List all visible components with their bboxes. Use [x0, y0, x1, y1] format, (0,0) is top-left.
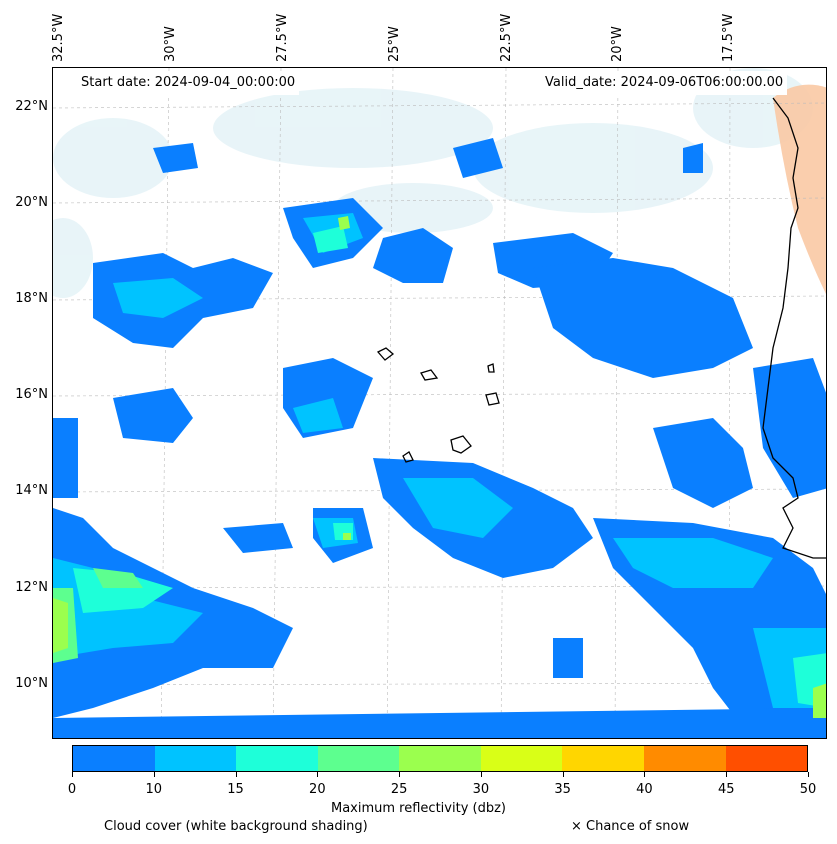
- colorbar-tick-mark: [235, 772, 237, 777]
- reflectivity-20-30: [53, 216, 826, 718]
- lat-label-22n: 22°N: [15, 99, 48, 114]
- lon-label-27.5w: 27.5°W: [275, 13, 290, 62]
- colorbar-tick-label: 20: [309, 782, 326, 797]
- lon-label-32.5w: 32.5°W: [51, 13, 66, 62]
- lat-label-18n: 18°N: [15, 291, 48, 306]
- colorbar-tick-label: 0: [67, 782, 77, 797]
- lon-label-17.5w: 17.5°W: [721, 13, 736, 62]
- colorbar-tick-label: 10: [145, 782, 163, 797]
- colorbar-tick-mark: [72, 772, 73, 777]
- lat-label-20n: 20°N: [15, 195, 48, 210]
- reflectivity-colorbar: [72, 745, 808, 772]
- colorbar-segment: [317, 746, 400, 771]
- lat-label-14n: 14°N: [15, 483, 48, 498]
- colorbar-segment: [643, 746, 726, 771]
- colorbar-title: Maximum reflectivity (dbz): [331, 801, 506, 816]
- colorbar-tick-label: 30: [472, 782, 490, 797]
- lon-label-20w: 20°W: [610, 26, 625, 62]
- colorbar-segment: [562, 746, 644, 771]
- lat-label-12n: 12°N: [15, 580, 48, 595]
- land-warm-shading: [773, 84, 826, 294]
- colorbar-tick-mark: [562, 772, 564, 777]
- colorbar-tick-mark: [726, 772, 728, 777]
- colorbar-tick-mark: [808, 772, 809, 777]
- colorbar-tick-mark: [153, 772, 155, 777]
- snow-legend: × Chance of snow: [571, 819, 690, 834]
- lon-label-22.5w: 22.5°W: [499, 13, 514, 62]
- colorbar-tick-mark: [480, 772, 482, 777]
- colorbar-tick-label: 35: [554, 782, 571, 797]
- colorbar-tick-mark: [399, 772, 401, 777]
- colorbar-tick-mark: [317, 772, 319, 777]
- colorbar-tick-label: 50: [799, 782, 817, 797]
- colorbar-segment: [154, 746, 237, 771]
- colorbar-segment: [399, 746, 481, 771]
- colorbar-tick-label: 25: [390, 782, 408, 797]
- lat-label-10n: 10°N: [15, 676, 48, 691]
- colorbar-tick-label: 40: [636, 782, 653, 797]
- reflectivity-0-10: [53, 138, 826, 738]
- colorbar-segment: [480, 746, 563, 771]
- valid-date-label: Valid_date: 2024-09-06T06:00:00.00: [541, 71, 788, 95]
- colorbar-tick-mark: [644, 772, 646, 777]
- cloud-cover-legend: Cloud cover (white background shading): [104, 819, 368, 834]
- lat-label-16n: 16°N: [15, 387, 48, 402]
- colorbar-tick-label: 15: [227, 782, 244, 797]
- colorbar-tick-label: 45: [717, 782, 735, 797]
- map-panel: [52, 67, 827, 739]
- colorbar-segment: [73, 746, 155, 771]
- lon-label-25w: 25°W: [387, 26, 402, 62]
- start-date-label: Start date: 2024-09-04_00:00:00: [77, 71, 300, 95]
- coastline: [376, 97, 826, 559]
- lon-label-30w: 30°W: [163, 26, 178, 62]
- reflectivity-map: [53, 68, 826, 738]
- colorbar-segment: [236, 746, 318, 771]
- colorbar-segment: [725, 746, 808, 771]
